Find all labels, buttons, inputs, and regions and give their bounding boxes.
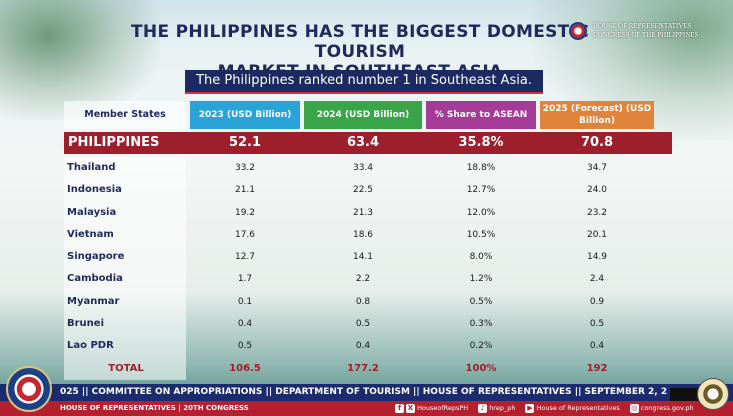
house-logo-top: HOUSE OF REPRESENTATIVES CONGRESS OF THE… — [569, 16, 719, 46]
total-row: TOTAL 106.5 177.2 100% 192 — [108, 362, 608, 374]
globe-icon: ◎ — [629, 403, 639, 413]
social-youtube[interactable]: ▶ House of Representatives — [525, 403, 620, 413]
table-header: Member States 2023 (USD Billion) 2024 (U… — [64, 101, 672, 129]
bottom-bar: HOUSE OF REPRESENTATIVES | 20TH CONGRESS… — [0, 401, 733, 416]
table-row: Indonesia 21.1 22.5 12.7% 24.0 — [67, 184, 608, 196]
table-row: Myanmar 0.1 0.8 0.5% 0.9 — [67, 295, 605, 307]
philippines-row: PHILIPPINES 52.1 63.4 35.8% 70.8 — [64, 132, 672, 154]
ticker-cover — [670, 388, 700, 401]
social-facebook-x[interactable]: f X HouseofRepsPH — [395, 401, 468, 416]
tiktok-icon: ♪ — [478, 403, 488, 413]
header-2023: 2023 (USD Billion) — [190, 101, 300, 129]
ticker-text: 025 || COMMITTEE ON APPROPRIATIONS || DE… — [60, 387, 668, 397]
table-row: Malaysia 19.2 21.3 12.0% 23.2 — [67, 206, 608, 218]
table-row: Cambodia 1.7 2.2 1.2% 2.4 — [67, 273, 605, 285]
header-share: % Share to ASEAN — [426, 101, 536, 129]
header-2024: 2024 (USD Billion) — [304, 101, 422, 129]
subtitle-banner: The Philippines ranked number 1 in South… — [185, 70, 543, 94]
x-icon: X — [406, 403, 415, 413]
table-row: Brunei 0.4 0.5 0.3% 0.5 — [67, 318, 605, 330]
social-website[interactable]: ◎ congress.gov.ph — [629, 403, 694, 413]
news-ticker: 025 || COMMITTEE ON APPROPRIATIONS || DE… — [0, 384, 733, 401]
house-seal-icon — [569, 22, 587, 40]
social-tiktok[interactable]: ♪ hrep_ph — [478, 401, 515, 416]
department-seal-icon — [697, 378, 729, 410]
cell-2025: 70.8 — [580, 135, 614, 150]
header-2025: 2025 (Forecast) (USD Billion) — [540, 101, 654, 129]
table-row: Vietnam 17.6 18.6 10.5% 20.1 — [67, 228, 608, 240]
social-links: f X HouseofRepsPH ♪ hrep_ph ▶ House of Repre… — [395, 401, 694, 416]
table-row: Singapore 12.7 14.1 8.0% 14.9 — [67, 251, 608, 263]
header-member-states: Member States — [64, 101, 186, 129]
cell-share: 35.8% — [458, 135, 504, 150]
bottom-left-label: HOUSE OF REPRESENTATIVES | 20TH CONGRESS — [60, 404, 249, 412]
states-column-shade — [64, 157, 186, 380]
cell-2023: 52.1 — [228, 135, 262, 150]
row-name: PHILIPPINES — [68, 135, 160, 150]
facebook-icon: f — [395, 403, 404, 413]
tourism-table: Member States 2023 (USD Billion) 2024 (U… — [64, 101, 672, 380]
country-rows: Thailand 33.2 33.4 18.8% 34.7 Indonesia … — [64, 157, 672, 380]
cell-2024: 63.4 — [346, 135, 380, 150]
table-row: Thailand 33.2 33.4 18.8% 34.7 — [67, 162, 608, 173]
table-row: Lao PDR 0.5 0.4 0.2% 0.4 — [67, 340, 605, 352]
youtube-icon: ▶ — [525, 403, 535, 413]
house-seal-icon — [6, 366, 52, 412]
